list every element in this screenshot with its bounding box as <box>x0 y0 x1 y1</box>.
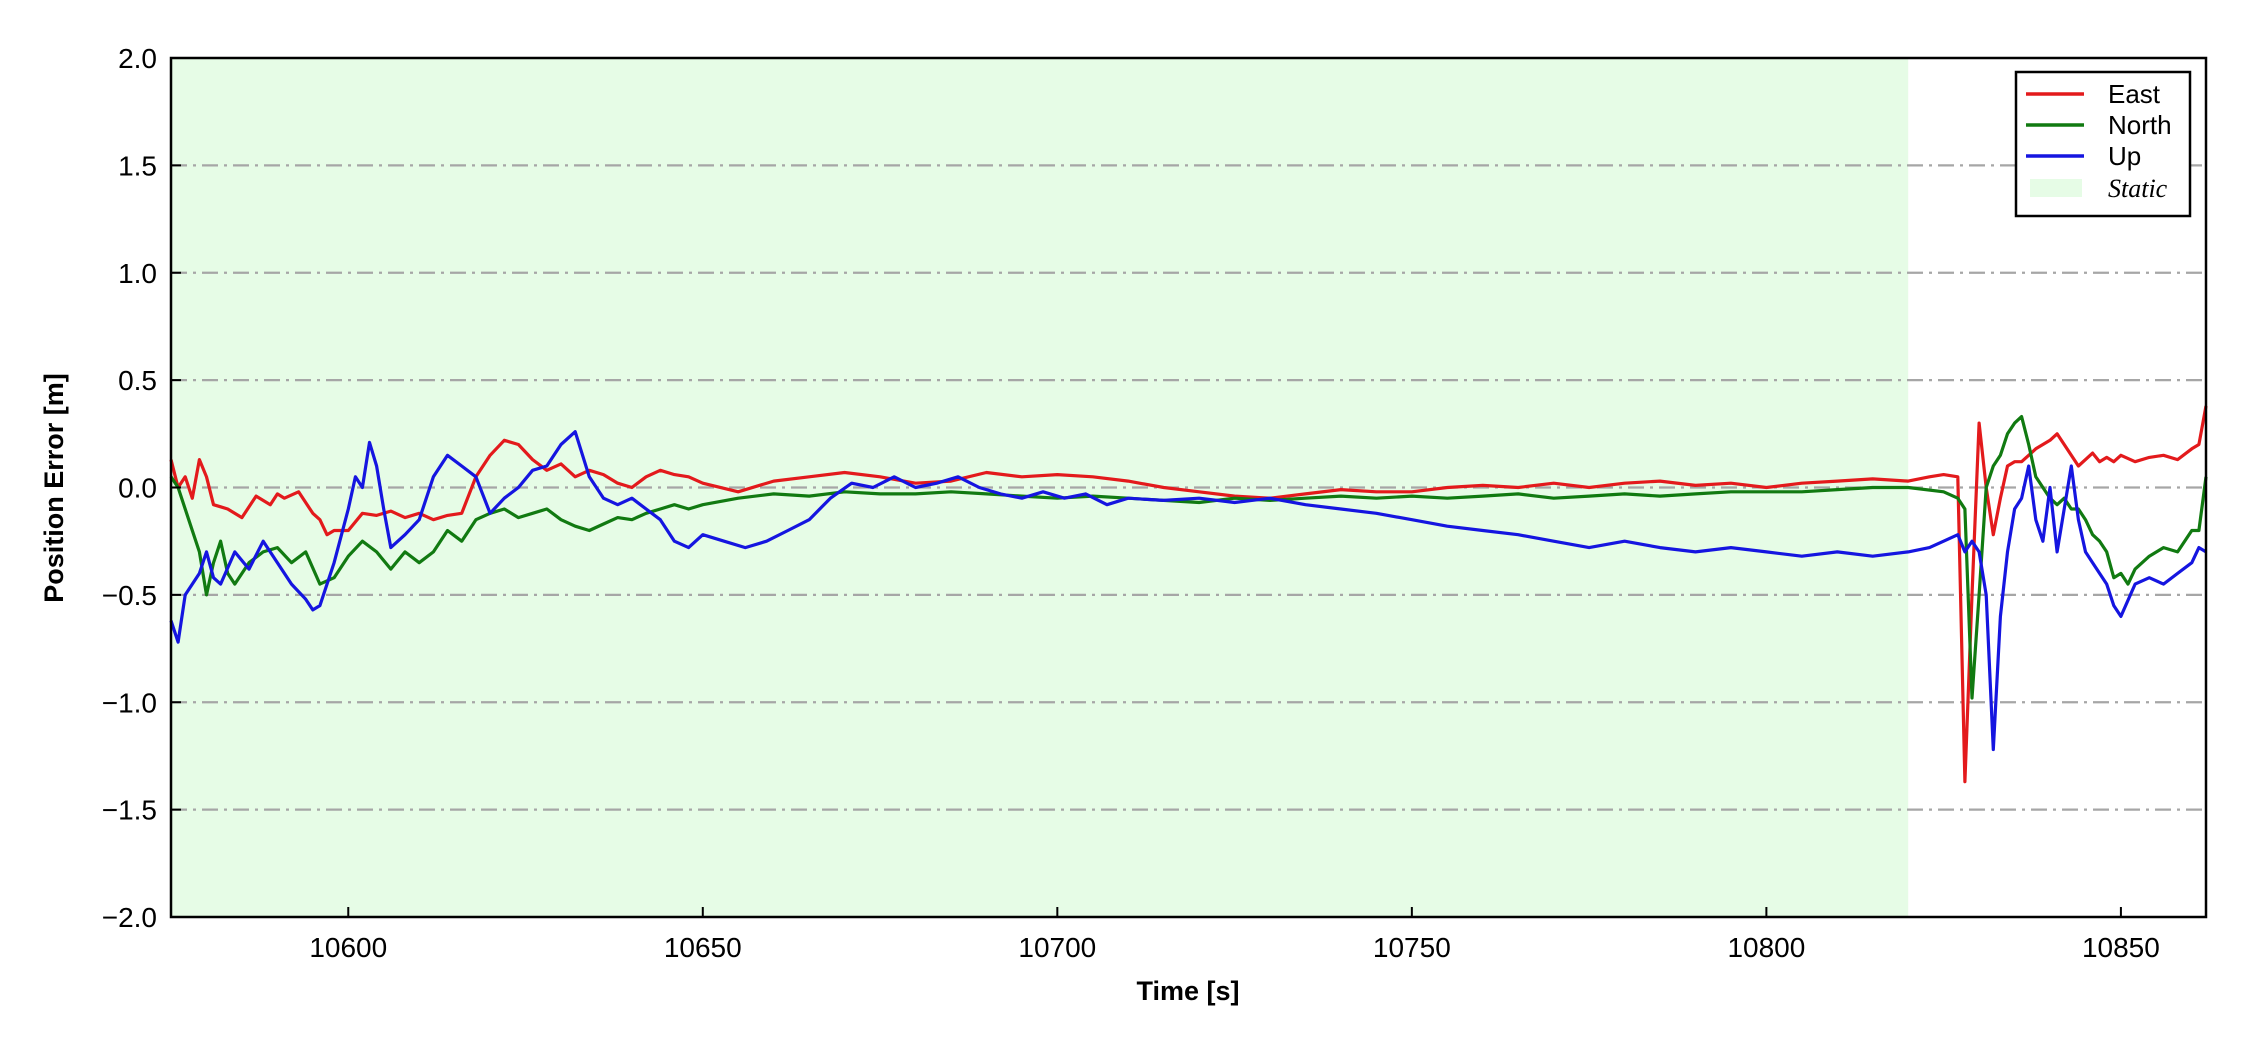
x-tick-label: 10800 <box>1727 932 1805 963</box>
legend-label-static: Static <box>2108 174 2168 203</box>
x-tick-label: 10650 <box>664 932 742 963</box>
series-line-up <box>169 430 2207 752</box>
legend-label-north: North <box>2108 110 2172 140</box>
legend-swatch-static <box>2030 179 2082 197</box>
x-axis-label: Time [s] <box>1136 976 1239 1006</box>
y-tick-label: 1.5 <box>118 150 157 181</box>
x-tick-label: 10750 <box>1373 932 1451 963</box>
ticks <box>171 57 2122 918</box>
y-tick-label: −1.0 <box>102 687 157 718</box>
y-tick-label: 2.0 <box>118 43 157 74</box>
y-tick-labels: 2.0 1.5 1.0 0.5 0.0 −0.5 −1.0 −1.5 −2.0 <box>102 43 157 933</box>
y-tick-label: −1.5 <box>102 795 157 826</box>
legend-label-up: Up <box>2108 141 2141 171</box>
x-tick-label: 10600 <box>309 932 387 963</box>
x-tick-labels: 10600 10650 10700 10750 10800 10850 <box>309 932 2160 963</box>
legend: East North Up Static <box>2014 70 2192 218</box>
y-tick-label: −0.5 <box>102 580 157 611</box>
plot-area <box>169 56 2208 919</box>
y-axis-label: Position Error [m] <box>39 373 69 603</box>
y-tick-label: 1.0 <box>118 258 157 289</box>
legend-label-east: East <box>2108 79 2161 109</box>
y-tick-label: −2.0 <box>102 902 157 933</box>
y-tick-label: 0.0 <box>118 473 157 504</box>
x-tick-label: 10700 <box>1018 932 1096 963</box>
series-lines <box>169 405 2208 784</box>
x-tick-label: 10850 <box>2082 932 2160 963</box>
y-tick-label: 0.5 <box>118 365 157 396</box>
